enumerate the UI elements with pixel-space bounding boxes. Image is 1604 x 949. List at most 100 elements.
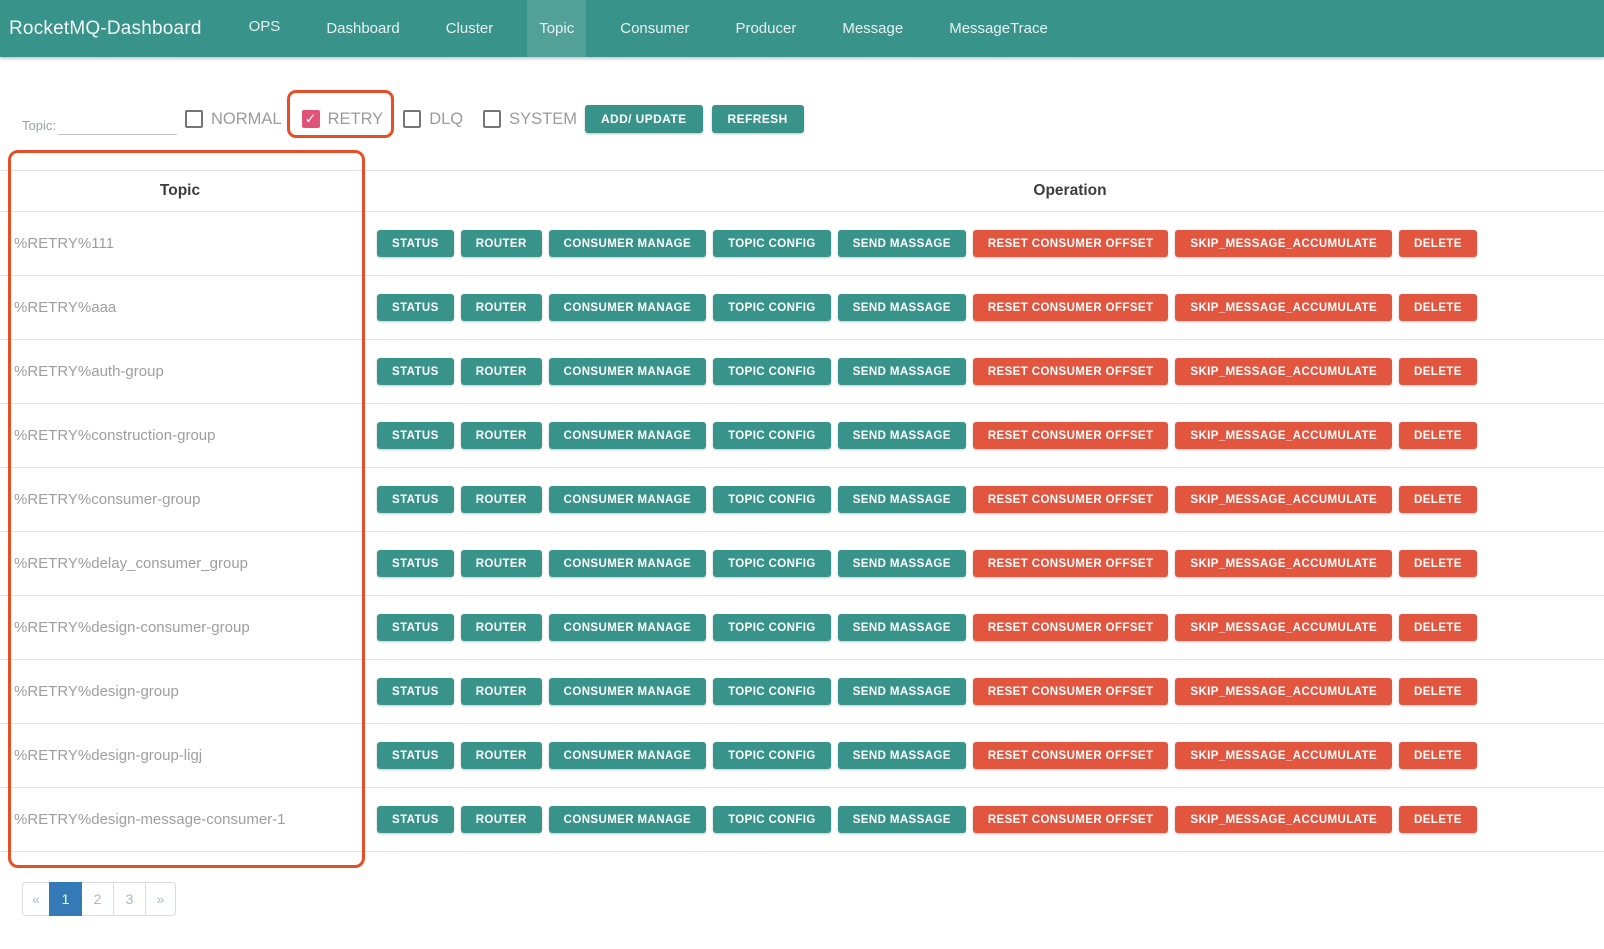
- consumer-manage-button[interactable]: CONSUMER MANAGE: [548, 806, 707, 833]
- skip-message-accumulate-button[interactable]: SKIP_MESSAGE_ACCUMULATE: [1175, 742, 1393, 769]
- router-button[interactable]: ROUTER: [460, 294, 542, 321]
- consumer-manage-button[interactable]: CONSUMER MANAGE: [548, 358, 707, 385]
- checkbox-group-normal[interactable]: ✓ NORMAL: [184, 110, 282, 129]
- skip-message-accumulate-button[interactable]: SKIP_MESSAGE_ACCUMULATE: [1175, 422, 1393, 449]
- add-update-button[interactable]: ADD/ UPDATE: [584, 105, 703, 133]
- delete-button[interactable]: DELETE: [1399, 742, 1477, 769]
- nav-item-consumer[interactable]: Consumer: [620, 20, 690, 37]
- normal-checkbox[interactable]: ✓: [184, 110, 203, 128]
- reset-consumer-offset-button[interactable]: RESET CONSUMER OFFSET: [972, 614, 1169, 641]
- consumer-manage-button[interactable]: CONSUMER MANAGE: [548, 230, 707, 257]
- skip-message-accumulate-button[interactable]: SKIP_MESSAGE_ACCUMULATE: [1175, 614, 1393, 641]
- consumer-manage-button[interactable]: CONSUMER MANAGE: [548, 422, 707, 449]
- nav-item-messagetrace[interactable]: MessageTrace: [949, 20, 1048, 37]
- router-button[interactable]: ROUTER: [460, 742, 542, 769]
- topic-config-button[interactable]: TOPIC CONFIG: [713, 806, 831, 833]
- status-button[interactable]: STATUS: [377, 550, 454, 577]
- pagination-prev[interactable]: «: [22, 882, 50, 916]
- consumer-manage-button[interactable]: CONSUMER MANAGE: [548, 294, 707, 321]
- delete-button[interactable]: DELETE: [1399, 806, 1477, 833]
- nav-item-dashboard[interactable]: Dashboard: [326, 20, 400, 37]
- consumer-manage-button[interactable]: CONSUMER MANAGE: [548, 486, 707, 513]
- router-button[interactable]: ROUTER: [460, 422, 542, 449]
- pagination-page-3[interactable]: 3: [113, 882, 146, 916]
- skip-message-accumulate-button[interactable]: SKIP_MESSAGE_ACCUMULATE: [1175, 678, 1393, 705]
- skip-message-accumulate-button[interactable]: SKIP_MESSAGE_ACCUMULATE: [1175, 486, 1393, 513]
- topic-config-button[interactable]: TOPIC CONFIG: [713, 358, 831, 385]
- nav-item-ops[interactable]: OPS: [248, 18, 281, 35]
- status-button[interactable]: STATUS: [377, 742, 454, 769]
- system-checkbox[interactable]: ✓: [483, 110, 502, 128]
- skip-message-accumulate-button[interactable]: SKIP_MESSAGE_ACCUMULATE: [1175, 550, 1393, 577]
- send-massage-button[interactable]: SEND MASSAGE: [837, 614, 966, 641]
- nav-item-message[interactable]: Message: [842, 20, 904, 37]
- consumer-manage-button[interactable]: CONSUMER MANAGE: [548, 614, 707, 641]
- send-massage-button[interactable]: SEND MASSAGE: [837, 550, 966, 577]
- retry-checkbox[interactable]: ✓: [301, 110, 320, 128]
- dlq-checkbox[interactable]: ✓: [403, 110, 422, 128]
- checkbox-group-retry[interactable]: ✓ RETRY: [286, 89, 395, 138]
- topic-config-button[interactable]: TOPIC CONFIG: [713, 486, 831, 513]
- reset-consumer-offset-button[interactable]: RESET CONSUMER OFFSET: [972, 742, 1169, 769]
- topic-config-button[interactable]: TOPIC CONFIG: [713, 230, 831, 257]
- reset-consumer-offset-button[interactable]: RESET CONSUMER OFFSET: [972, 294, 1169, 321]
- topic-config-button[interactable]: TOPIC CONFIG: [713, 422, 831, 449]
- skip-message-accumulate-button[interactable]: SKIP_MESSAGE_ACCUMULATE: [1175, 806, 1393, 833]
- reset-consumer-offset-button[interactable]: RESET CONSUMER OFFSET: [972, 230, 1169, 257]
- reset-consumer-offset-button[interactable]: RESET CONSUMER OFFSET: [972, 358, 1169, 385]
- reset-consumer-offset-button[interactable]: RESET CONSUMER OFFSET: [972, 806, 1169, 833]
- reset-consumer-offset-button[interactable]: RESET CONSUMER OFFSET: [972, 678, 1169, 705]
- delete-button[interactable]: DELETE: [1399, 230, 1477, 257]
- status-button[interactable]: STATUS: [377, 294, 454, 321]
- router-button[interactable]: ROUTER: [460, 550, 542, 577]
- consumer-manage-button[interactable]: CONSUMER MANAGE: [548, 678, 707, 705]
- reset-consumer-offset-button[interactable]: RESET CONSUMER OFFSET: [972, 422, 1169, 449]
- status-button[interactable]: STATUS: [377, 486, 454, 513]
- pagination-page-2[interactable]: 2: [81, 882, 114, 916]
- router-button[interactable]: ROUTER: [460, 806, 542, 833]
- status-button[interactable]: STATUS: [377, 806, 454, 833]
- consumer-manage-button[interactable]: CONSUMER MANAGE: [548, 550, 707, 577]
- delete-button[interactable]: DELETE: [1399, 294, 1477, 321]
- topic-config-button[interactable]: TOPIC CONFIG: [713, 294, 831, 321]
- send-massage-button[interactable]: SEND MASSAGE: [837, 294, 966, 321]
- send-massage-button[interactable]: SEND MASSAGE: [837, 678, 966, 705]
- status-button[interactable]: STATUS: [377, 614, 454, 641]
- delete-button[interactable]: DELETE: [1399, 486, 1477, 513]
- delete-button[interactable]: DELETE: [1399, 422, 1477, 449]
- router-button[interactable]: ROUTER: [460, 678, 542, 705]
- delete-button[interactable]: DELETE: [1399, 358, 1477, 385]
- topic-filter-input[interactable]: [57, 111, 177, 135]
- skip-message-accumulate-button[interactable]: SKIP_MESSAGE_ACCUMULATE: [1175, 358, 1393, 385]
- send-massage-button[interactable]: SEND MASSAGE: [837, 422, 966, 449]
- skip-message-accumulate-button[interactable]: SKIP_MESSAGE_ACCUMULATE: [1175, 230, 1393, 257]
- topic-config-button[interactable]: TOPIC CONFIG: [713, 614, 831, 641]
- topic-config-button[interactable]: TOPIC CONFIG: [713, 550, 831, 577]
- refresh-button[interactable]: REFRESH: [711, 105, 804, 133]
- router-button[interactable]: ROUTER: [460, 358, 542, 385]
- send-massage-button[interactable]: SEND MASSAGE: [837, 230, 966, 257]
- pagination-next[interactable]: »: [145, 882, 176, 916]
- consumer-manage-button[interactable]: CONSUMER MANAGE: [548, 742, 707, 769]
- send-massage-button[interactable]: SEND MASSAGE: [837, 806, 966, 833]
- router-button[interactable]: ROUTER: [460, 486, 542, 513]
- skip-message-accumulate-button[interactable]: SKIP_MESSAGE_ACCUMULATE: [1175, 294, 1393, 321]
- status-button[interactable]: STATUS: [377, 358, 454, 385]
- nav-item-producer[interactable]: Producer: [735, 20, 797, 37]
- send-massage-button[interactable]: SEND MASSAGE: [837, 742, 966, 769]
- checkbox-group-dlq[interactable]: ✓ DLQ: [403, 110, 463, 129]
- checkbox-group-system[interactable]: ✓ SYSTEM: [483, 110, 577, 129]
- topic-config-button[interactable]: TOPIC CONFIG: [713, 678, 831, 705]
- status-button[interactable]: STATUS: [377, 678, 454, 705]
- delete-button[interactable]: DELETE: [1399, 614, 1477, 641]
- send-massage-button[interactable]: SEND MASSAGE: [837, 358, 966, 385]
- router-button[interactable]: ROUTER: [460, 614, 542, 641]
- status-button[interactable]: STATUS: [377, 230, 454, 257]
- pagination-page-1[interactable]: 1: [49, 882, 82, 916]
- reset-consumer-offset-button[interactable]: RESET CONSUMER OFFSET: [972, 486, 1169, 513]
- router-button[interactable]: ROUTER: [460, 230, 542, 257]
- topic-config-button[interactable]: TOPIC CONFIG: [713, 742, 831, 769]
- status-button[interactable]: STATUS: [377, 422, 454, 449]
- delete-button[interactable]: DELETE: [1399, 678, 1477, 705]
- delete-button[interactable]: DELETE: [1399, 550, 1477, 577]
